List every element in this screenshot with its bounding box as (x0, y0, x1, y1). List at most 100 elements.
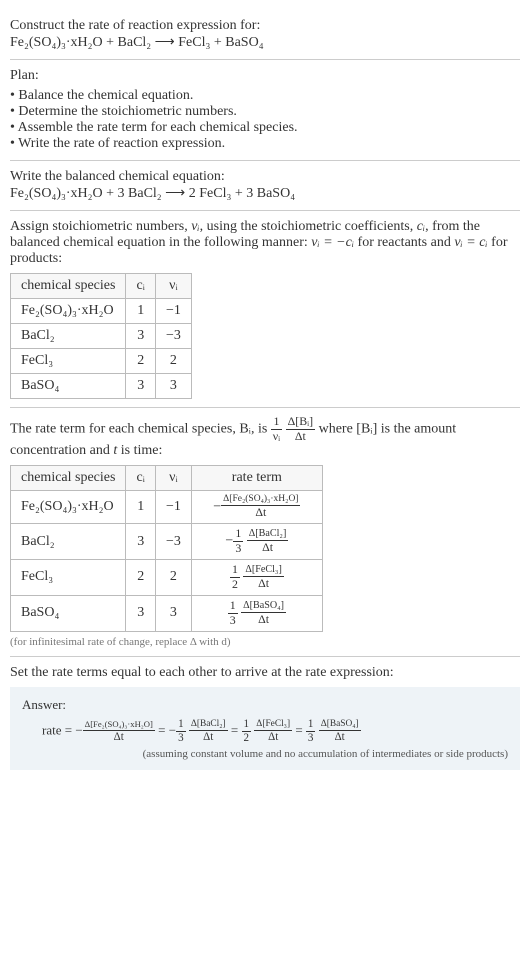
frac-den: 3 (176, 732, 186, 744)
frac-num: 1 (306, 719, 316, 732)
cell-species: BaSO₄ (11, 374, 126, 399)
frac-den: Δt (286, 430, 315, 443)
frac-den: Δt (189, 731, 228, 743)
cell-ci: 3 (126, 595, 156, 631)
rateterm-text-a: The rate term for each chemical species,… (10, 422, 271, 437)
stoich-table-1: chemical species cᵢ νᵢ Fe₂(SO₄)₃·xH₂O1−1… (10, 273, 192, 399)
balanced-heading: Write the balanced chemical equation: (10, 169, 520, 185)
rateterm-text-c: is time: (117, 443, 162, 458)
frac-den: Δt (319, 731, 361, 743)
frac-den: Δt (254, 731, 292, 743)
frac-num: Δ[Fe₂(SO₄)₃·xH₂O] (83, 720, 155, 731)
table-header-row: chemical species cᵢ νᵢ rate term (11, 465, 323, 490)
cell-nui: −3 (155, 524, 191, 560)
cell-species: Fe₂(SO₄)₃·xH₂O (11, 490, 126, 523)
frac-num: 1 (230, 564, 240, 578)
th-ci: cᵢ (126, 465, 156, 490)
plan-section: Plan: Balance the chemical equation. Det… (10, 60, 520, 161)
frac-den: 2 (230, 578, 240, 591)
rate-coef: 13 (228, 600, 238, 627)
frac-num: 1 (233, 528, 243, 542)
plan-item: Determine the stoichiometric numbers. (10, 104, 520, 120)
frac-num: 1 (228, 600, 238, 614)
table-row: Fe₂(SO₄)₃·xH₂O1−1 (11, 299, 192, 324)
cell-ci: 1 (126, 490, 156, 523)
th-nui: νᵢ (155, 465, 191, 490)
rate-sign: − (213, 499, 221, 514)
frac-den: 3 (306, 732, 316, 744)
frac-num: 1 (242, 719, 252, 732)
cell-rate: 13 Δ[BaSO₄]Δt (191, 595, 322, 631)
cell-nui: −3 (155, 324, 191, 349)
plan-item: Assemble the rate term for each chemical… (10, 120, 520, 136)
table-row: BaSO₄33 (11, 374, 192, 399)
plan-item: Balance the chemical equation. (10, 88, 520, 104)
frac-num: Δ[BaSO₄] (319, 720, 361, 731)
answer-equation: rate = −Δ[Fe₂(SO₄)₃·xH₂O]Δt = −13 Δ[BaCl… (22, 719, 508, 744)
frac-den: 2 (242, 732, 252, 744)
answer-eq: = (228, 722, 242, 737)
cell-ci: 1 (126, 299, 156, 324)
cell-species: BaCl₂ (11, 324, 126, 349)
cell-ci: 2 (126, 560, 156, 596)
table-row: BaSO₄ 3 3 13 Δ[BaSO₄]Δt (11, 595, 323, 631)
cell-rate: −13 Δ[BaCl₂]Δt (191, 524, 322, 560)
assign-text-a: Assign stoichiometric numbers, (10, 219, 191, 234)
answer-note: (assuming constant volume and no accumul… (22, 748, 508, 760)
rate-coef: 13 (233, 528, 243, 555)
cell-nui: 3 (155, 374, 191, 399)
rateterm-text: The rate term for each chemical species,… (10, 416, 520, 459)
answer-coef-3: 12 (242, 719, 252, 744)
frac-den: Δt (241, 613, 286, 626)
assign-eq1: νᵢ = −cᵢ (311, 235, 354, 250)
answer-term-1: Δ[Fe₂(SO₄)₃·xH₂O]Δt (83, 720, 155, 743)
frac-den: 3 (228, 614, 238, 627)
table-row: FeCl₃ 2 2 12 Δ[FeCl₃]Δt (11, 560, 323, 596)
answer-term-2: Δ[BaCl₂]Δt (189, 720, 228, 743)
answer-box: Answer: rate = −Δ[Fe₂(SO₄)₃·xH₂O]Δt = −1… (10, 687, 520, 770)
plan-heading: Plan: (10, 68, 520, 84)
rate-frac: Δ[FeCl₃]Δt (243, 565, 283, 590)
frac-den: νᵢ (271, 430, 282, 443)
frac-1-over-nu: 1νᵢ (271, 416, 282, 443)
cell-ci: 3 (126, 374, 156, 399)
conclusion-text: Set the rate terms equal to each other t… (10, 665, 520, 681)
th-rate: rate term (191, 465, 322, 490)
rate-frac: Δ[Fe₂(SO₄)₃·xH₂O]Δt (221, 495, 300, 519)
frac-num: 1 (271, 416, 282, 430)
table-row: Fe₂(SO₄)₃·xH₂O 1 −1 −Δ[Fe₂(SO₄)₃·xH₂O]Δt (11, 490, 323, 523)
table-row: BaCl₂3−3 (11, 324, 192, 349)
assign-text-b: , using the stoichiometric coefficients, (200, 219, 417, 234)
balanced-equation: Fe₂(SO₄)₃·xH₂O + 3 BaCl₂ ⟶ 2 FeCl₃ + 3 B… (10, 185, 520, 202)
cell-species: FeCl₃ (11, 560, 126, 596)
cell-nui: 3 (155, 595, 191, 631)
assign-text-d: for reactants and (354, 235, 454, 250)
answer-coef-4: 13 (306, 719, 316, 744)
frac-den: Δt (221, 506, 300, 519)
frac-den: 3 (233, 542, 243, 555)
answer-eq: = − (155, 722, 176, 737)
th-species: chemical species (11, 465, 126, 490)
answer-term-4: Δ[BaSO₄]Δt (319, 720, 361, 743)
c-i: cᵢ (417, 219, 425, 234)
conclusion-section: Set the rate terms equal to each other t… (10, 657, 520, 778)
stoich-table-2: chemical species cᵢ νᵢ rate term Fe₂(SO₄… (10, 465, 323, 632)
plan-item: Write the rate of reaction expression. (10, 136, 520, 152)
cell-nui: −1 (155, 490, 191, 523)
frac-num: Δ[Bᵢ] (286, 416, 315, 430)
cell-ci: 3 (126, 324, 156, 349)
frac-den: Δt (247, 541, 289, 554)
rate-frac: Δ[BaCl₂]Δt (247, 529, 289, 554)
cell-ci: 3 (126, 524, 156, 560)
table-header-row: chemical species cᵢ νᵢ (11, 274, 192, 299)
assign-eq2: νᵢ = cᵢ (454, 235, 487, 250)
plan-list: Balance the chemical equation. Determine… (10, 88, 520, 152)
cell-rate: −Δ[Fe₂(SO₄)₃·xH₂O]Δt (191, 490, 322, 523)
answer-eq: = (292, 722, 306, 737)
cell-nui: 2 (155, 349, 191, 374)
th-ci: cᵢ (126, 274, 156, 299)
table-row: FeCl₃22 (11, 349, 192, 374)
answer-label: Answer: (22, 697, 508, 713)
answer-prefix: rate = − (42, 722, 83, 737)
nu-i: νᵢ (191, 219, 199, 234)
